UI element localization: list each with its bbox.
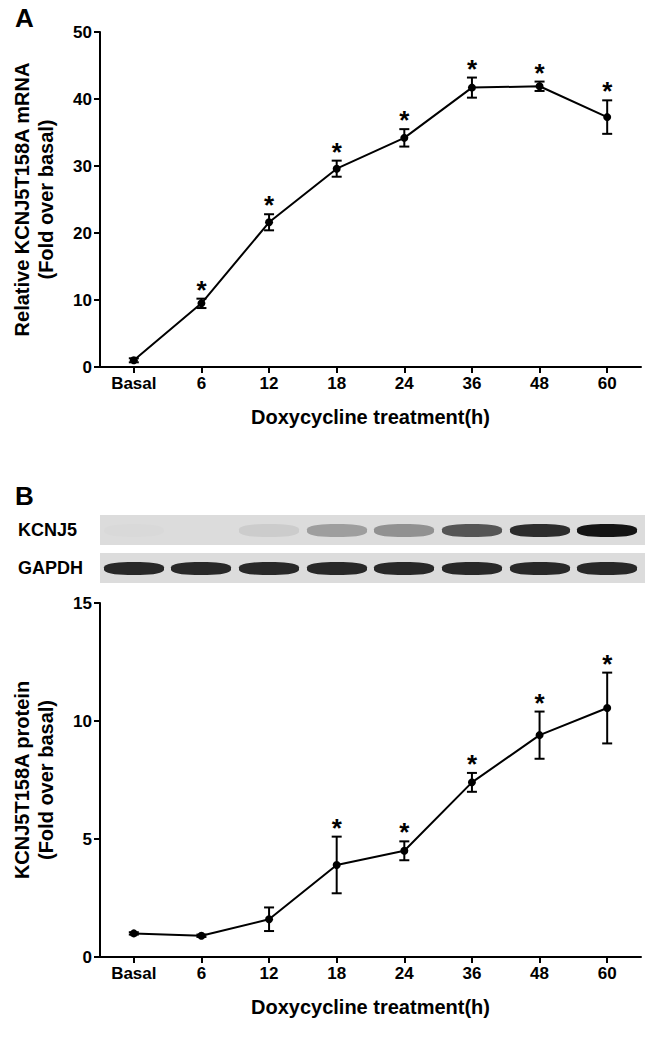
- svg-text:10: 10: [73, 291, 92, 310]
- svg-text:Doxycycline treatment(h): Doxycycline treatment(h): [251, 996, 490, 1018]
- svg-text:24: 24: [395, 374, 414, 393]
- svg-text:18: 18: [327, 964, 346, 983]
- svg-text:60: 60: [598, 964, 617, 983]
- svg-text:15: 15: [73, 594, 92, 613]
- svg-text:0: 0: [83, 948, 92, 967]
- svg-text:*: *: [602, 76, 613, 106]
- svg-text:*: *: [602, 649, 613, 679]
- svg-text:B: B: [15, 481, 34, 511]
- svg-text:18: 18: [327, 374, 346, 393]
- svg-text:Basal: Basal: [111, 374, 156, 393]
- svg-text:*: *: [399, 105, 410, 135]
- svg-text:0: 0: [83, 358, 92, 377]
- svg-text:6: 6: [197, 964, 206, 983]
- svg-text:50: 50: [73, 23, 92, 42]
- svg-text:24: 24: [395, 964, 414, 983]
- svg-text:(Fold over basal): (Fold over basal): [35, 119, 57, 279]
- svg-text:*: *: [332, 137, 343, 167]
- svg-text:5: 5: [83, 830, 92, 849]
- svg-text:*: *: [264, 190, 275, 220]
- svg-text:*: *: [399, 817, 410, 847]
- svg-text:60: 60: [598, 374, 617, 393]
- svg-text:10: 10: [73, 712, 92, 731]
- svg-text:Basal: Basal: [111, 964, 156, 983]
- svg-text:12: 12: [260, 374, 279, 393]
- svg-text:30: 30: [73, 157, 92, 176]
- svg-text:6: 6: [197, 374, 206, 393]
- svg-text:KCNJ5T158A protein: KCNJ5T158A protein: [11, 681, 33, 879]
- svg-text:36: 36: [462, 374, 481, 393]
- svg-text:Doxycycline treatment(h): Doxycycline treatment(h): [251, 406, 490, 428]
- svg-text:40: 40: [73, 90, 92, 109]
- html-text:KCNJ5: KCNJ5: [18, 520, 77, 540]
- svg-text:12: 12: [260, 964, 279, 983]
- svg-text:20: 20: [73, 224, 92, 243]
- svg-text:48: 48: [530, 374, 549, 393]
- svg-text:Relative KCNJ5T158A mRNA: Relative KCNJ5T158A mRNA: [11, 63, 33, 337]
- html-text:GAPDH: GAPDH: [18, 558, 83, 578]
- svg-text:*: *: [332, 813, 343, 843]
- svg-text:*: *: [535, 58, 546, 88]
- svg-text:*: *: [535, 688, 546, 718]
- svg-text:36: 36: [462, 964, 481, 983]
- svg-text:48: 48: [530, 964, 549, 983]
- svg-text:(Fold over basal): (Fold over basal): [35, 700, 57, 860]
- svg-text:*: *: [467, 54, 478, 84]
- svg-text:*: *: [196, 275, 207, 305]
- svg-text:*: *: [467, 749, 478, 779]
- svg-text:A: A: [15, 3, 34, 33]
